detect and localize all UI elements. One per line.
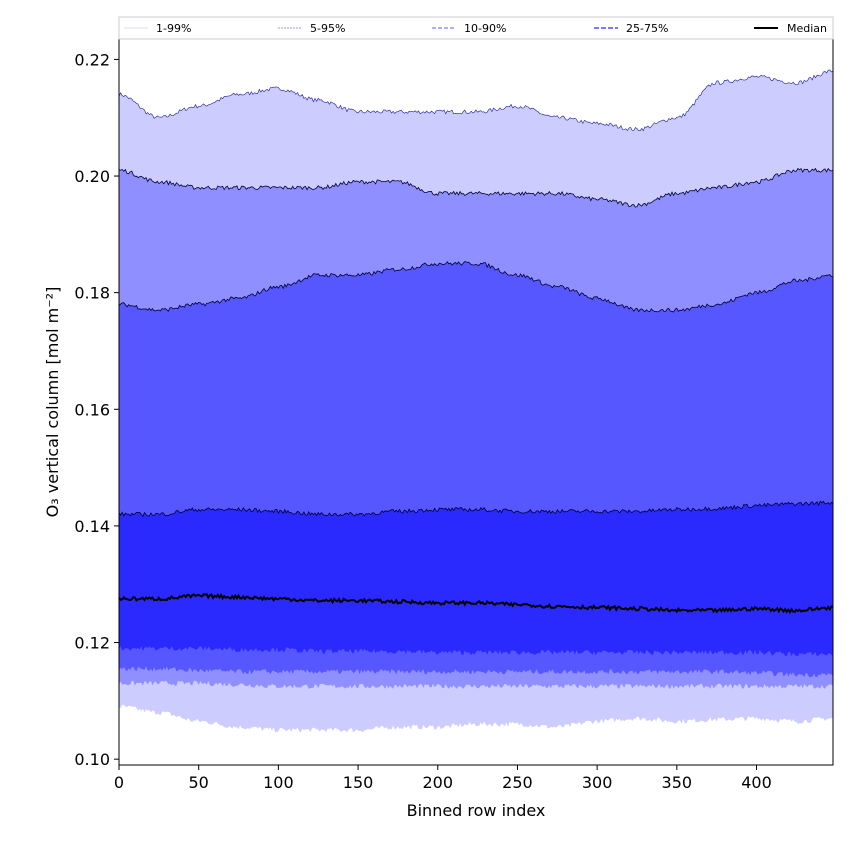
- legend-frame: [118, 16, 834, 40]
- x-tick-label: 350: [662, 773, 693, 792]
- y-tick-label: 0.20: [74, 167, 110, 186]
- legend-label-5-95: 5-95%: [310, 22, 345, 35]
- band-upper-edge-5-95: [118, 167, 834, 208]
- y-tick-label: 0.14: [74, 517, 110, 536]
- x-axis-label: Binned row index: [407, 801, 546, 820]
- x-tick-label: 200: [422, 773, 453, 792]
- y-axis: 0.10 0.12 0.14 0.16 0.18 0.20 0.22: [74, 50, 119, 769]
- x-tick-label: 400: [741, 773, 772, 792]
- legend: 1-99% 5-95% 10-90% 25-75% Median: [118, 16, 834, 40]
- y-tick-label: 0.18: [74, 284, 110, 303]
- x-tick-label: 0: [114, 773, 124, 792]
- bands-layer: [119, 70, 833, 733]
- y-tick-label: 0.12: [74, 634, 110, 653]
- x-tick-label: 250: [502, 773, 533, 792]
- legend-label-median: Median: [787, 22, 827, 35]
- band-upper-edge-10-90: [118, 261, 834, 313]
- legend-label-1-99: 1-99%: [156, 22, 191, 35]
- band-edges-layer: [118, 69, 834, 518]
- legend-label-25-75: 25-75%: [626, 22, 668, 35]
- x-tick-label: 50: [189, 773, 209, 792]
- band-upper-edge-1-99: [118, 69, 834, 132]
- legend-label-10-90: 10-90%: [464, 22, 506, 35]
- median-line: [118, 592, 834, 614]
- y-tick-label: 0.10: [74, 750, 110, 769]
- band-25-75: [119, 501, 833, 657]
- x-tick-label: 150: [343, 773, 374, 792]
- y-tick-label: 0.22: [74, 50, 110, 69]
- y-tick-label: 0.16: [74, 400, 110, 419]
- x-tick-label: 100: [263, 773, 294, 792]
- band-upper-edge-25-75: [118, 500, 834, 518]
- y-axis-label: O₃ vertical column [mol m⁻²]: [43, 287, 62, 518]
- x-axis: 0 50 100 150 200 250 300 350 400: [114, 765, 772, 792]
- x-tick-label: 300: [582, 773, 613, 792]
- median-layer: [118, 592, 834, 614]
